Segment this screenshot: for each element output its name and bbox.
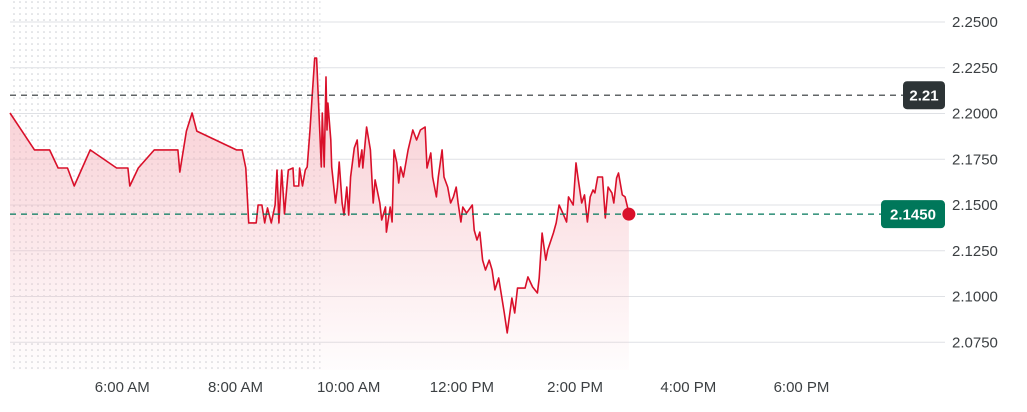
x-axis: 6:00 AM 8:00 AM 10:00 AM 12:00 PM 2:00 PM 4:0…	[95, 379, 830, 396]
y-tick-label: 2.0750	[952, 334, 998, 351]
y-tick-label: 2.2000	[952, 106, 998, 123]
price-badge-label: 2.1450	[890, 207, 936, 224]
y-tick-label: 2.2250	[952, 60, 998, 77]
x-tick-label: 6:00 AM	[95, 379, 150, 396]
x-tick-label: 12:00 PM	[430, 379, 494, 396]
y-tick-label: 2.1000	[952, 289, 998, 306]
x-tick-label: 4:00 PM	[660, 379, 716, 396]
x-tick-label: 2:00 PM	[547, 379, 603, 396]
x-tick-label: 6:00 PM	[774, 379, 830, 396]
reference-lines	[10, 94, 945, 215]
y-tick-label: 2.1500	[952, 197, 998, 214]
y-tick-label: 2.1750	[952, 151, 998, 168]
price-badge	[881, 200, 945, 229]
last-price-marker	[622, 207, 636, 221]
y-tick-label: 2.2500	[952, 14, 998, 31]
price-badge	[903, 81, 945, 110]
x-tick-label: 10:00 AM	[317, 379, 380, 396]
price-badge-label: 2.21	[909, 88, 938, 105]
y-tick-label: 2.1250	[952, 243, 998, 260]
x-tick-label: 8:00 AM	[208, 379, 263, 396]
y-axis: 2.2500 2.2250 2.2000 2.1750 2.1500 2.1250 2.10…	[952, 14, 998, 351]
price-badges: 2.21 2.1450	[881, 81, 945, 229]
price-line	[9, 57, 630, 334]
